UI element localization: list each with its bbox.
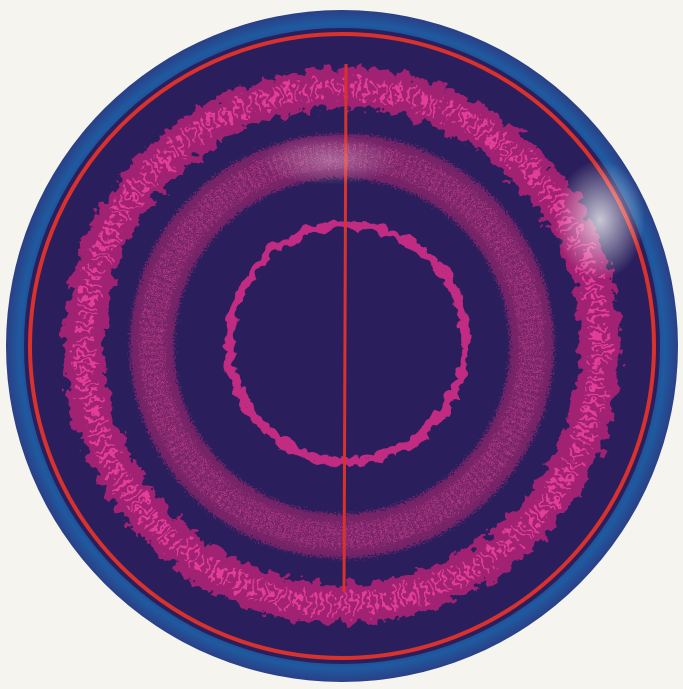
outer-ring-texture [74, 78, 610, 614]
highlight [260, 135, 400, 185]
inner-disc [24, 28, 660, 664]
red-circle [28, 32, 656, 660]
highlight [555, 160, 645, 280]
outer-ring [64, 68, 620, 624]
